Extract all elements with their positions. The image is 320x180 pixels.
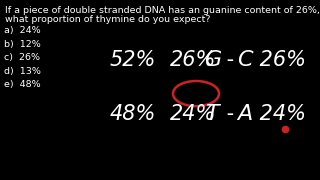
Text: 26%: 26%: [253, 50, 306, 70]
Text: C: C: [237, 50, 252, 70]
Text: -: -: [220, 104, 234, 124]
Text: If a piece of double stranded DNA has an guanine content of 26%,: If a piece of double stranded DNA has an…: [5, 6, 320, 15]
Text: A: A: [237, 104, 252, 124]
Text: c)  26%: c) 26%: [4, 53, 40, 62]
Text: d)  13%: d) 13%: [4, 67, 41, 76]
Text: G: G: [205, 50, 222, 70]
Text: 26%: 26%: [170, 50, 216, 70]
Text: 24%: 24%: [170, 104, 216, 124]
Text: 24%: 24%: [253, 104, 306, 124]
Text: 48%: 48%: [110, 104, 156, 124]
Text: e)  48%: e) 48%: [4, 80, 41, 89]
Text: a)  24%: a) 24%: [4, 26, 41, 35]
Text: -: -: [220, 50, 234, 70]
Text: T: T: [205, 104, 219, 124]
Text: b)  12%: b) 12%: [4, 40, 41, 49]
Text: what proportion of thymine do you expect?: what proportion of thymine do you expect…: [5, 15, 211, 24]
Text: 52%: 52%: [110, 50, 156, 70]
